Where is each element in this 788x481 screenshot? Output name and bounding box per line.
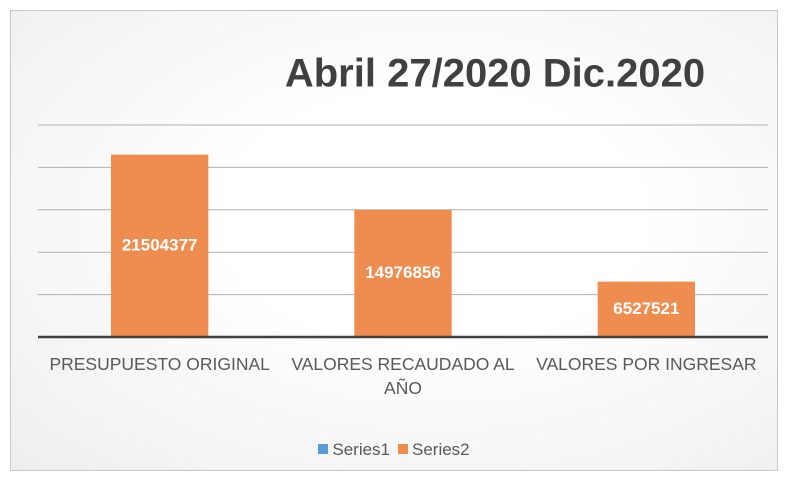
x-tick-label: VALORES RECAUDADO AL AÑO (291, 354, 515, 398)
bar (597, 281, 695, 337)
legend-item: Series2 (398, 440, 470, 460)
legend-item: Series1 (318, 440, 390, 460)
x-tick-label: VALORES POR INGRESAR (536, 354, 757, 374)
legend-swatch (318, 444, 329, 454)
data-label: 14976856 (365, 263, 441, 282)
data-label: 6527521 (613, 299, 679, 318)
legend-label: Series1 (332, 440, 390, 459)
chart-title: Abril 27/2020 Dic.2020 (285, 52, 705, 96)
legend-label: Series2 (412, 440, 470, 459)
legend-swatch (398, 444, 408, 454)
legend: Series1 Series2 (0, 440, 788, 460)
x-tick-label: PRESUPUESTO ORIGINAL (49, 354, 270, 374)
bar (111, 154, 209, 337)
bar (354, 209, 452, 337)
data-label: 21504377 (122, 235, 198, 254)
